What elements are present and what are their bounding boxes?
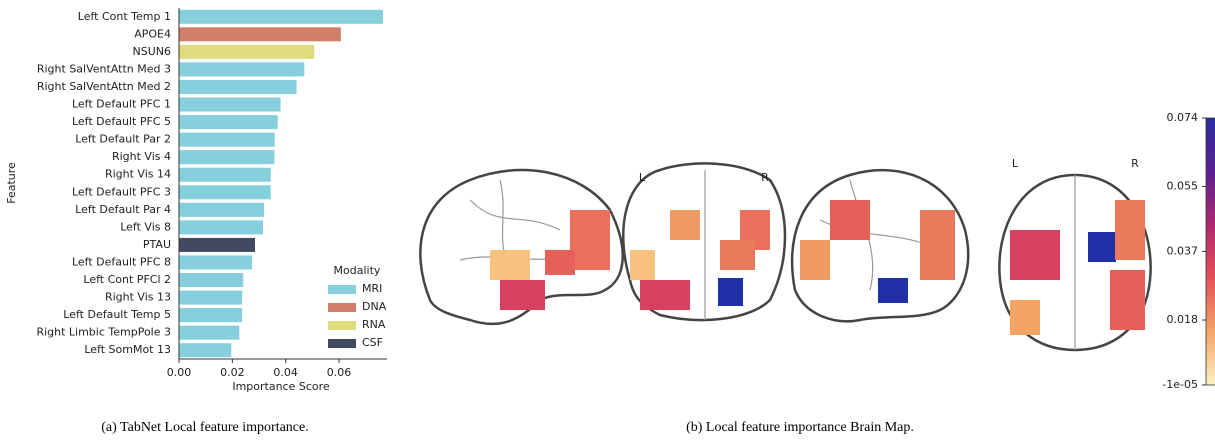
y-tick-label: PTAU [143, 238, 171, 251]
bar [179, 343, 231, 357]
x-tick-label: 0.04 [273, 366, 298, 379]
bar [179, 326, 239, 340]
y-tick-label: Right SalVentAttn Med 2 [37, 80, 171, 93]
bar [179, 238, 255, 252]
bar [179, 80, 297, 94]
colorbar [1206, 118, 1215, 385]
caption: (b) Local feature importance Brain Map. [686, 420, 914, 435]
x-tick-label: 0.02 [220, 366, 245, 379]
bar [179, 255, 252, 269]
legend-swatch [328, 321, 356, 330]
legend-label: MRI [362, 282, 382, 295]
bar [179, 168, 271, 182]
orientation-label: L [639, 171, 646, 184]
bar [179, 273, 243, 287]
colorbar-tick-label: 0.074 [1167, 111, 1199, 124]
y-tick-label: Right Vis 4 [112, 150, 171, 163]
colorbar-tick-label: 0.055 [1167, 180, 1199, 193]
figure: Feature Importance Score (a) TabNet Loca… [0, 0, 1215, 441]
y-tick-label: Right Vis 14 [105, 168, 171, 181]
colorbar-tick-label: -1e-05 [1162, 378, 1198, 391]
y-tick-label: Left Default PFC 8 [72, 255, 171, 268]
x-axis-label: Importance Score [232, 380, 330, 393]
y-tick-label: Left Cont Temp 1 [78, 10, 171, 23]
y-tick-label: Left Cont PFCl 2 [83, 273, 171, 286]
legend-title: Modality [334, 264, 381, 277]
brain-sagittal-right [792, 170, 968, 321]
bar [179, 203, 264, 217]
y-tick-label: APOE4 [134, 27, 171, 40]
bar [179, 115, 278, 129]
y-tick-label: Left SomMot 13 [84, 343, 171, 356]
bar [179, 45, 314, 59]
bar [179, 10, 383, 24]
x-tick-label: 0.00 [167, 366, 192, 379]
bar [179, 308, 242, 322]
orientation-label: R [761, 171, 769, 184]
legend-label: DNA [362, 300, 387, 313]
y-tick-label: Left Default PFC 3 [72, 185, 171, 198]
y-tick-label: Right SalVentAttn Med 3 [37, 62, 171, 75]
y-tick-label: Right Limbic TempPole 3 [36, 326, 171, 339]
colorbar-tick-label: 0.018 [1167, 313, 1199, 326]
brain-sagittal-left [420, 170, 622, 324]
brain-axial [999, 175, 1150, 350]
bar [179, 62, 304, 76]
bar [179, 220, 263, 234]
caption: (a) TabNet Local feature importance. [101, 420, 308, 435]
legend-swatch [328, 303, 356, 312]
y-tick-label: Left Default Temp 5 [63, 308, 171, 321]
legend-swatch [328, 285, 356, 294]
y-tick-label: Left Default Par 4 [75, 203, 171, 216]
y-tick-label: NSUN6 [133, 45, 172, 58]
bar [179, 27, 341, 41]
y-tick-label: Left Default PFC 1 [72, 98, 171, 111]
legend-swatch [328, 339, 356, 348]
y-tick-label: Right Vis 13 [105, 291, 171, 304]
orientation-label: R [1131, 157, 1139, 170]
y-tick-label: Left Default Par 2 [75, 133, 171, 146]
brain-coronal [623, 163, 785, 320]
y-tick-label: Left Vis 8 [120, 220, 171, 233]
y-tick-label: Left Default PFC 5 [72, 115, 171, 128]
legend-label: CSF [362, 336, 383, 349]
bar [179, 150, 274, 164]
colorbar-tick-label: 0.037 [1167, 244, 1199, 257]
x-tick-label: 0.06 [327, 366, 352, 379]
bar [179, 133, 275, 147]
y-axis-label: Feature [5, 162, 18, 204]
legend-label: RNA [362, 318, 386, 331]
orientation-label: L [1012, 157, 1019, 170]
bar [179, 291, 242, 305]
bar [179, 185, 271, 199]
bar [179, 98, 281, 112]
